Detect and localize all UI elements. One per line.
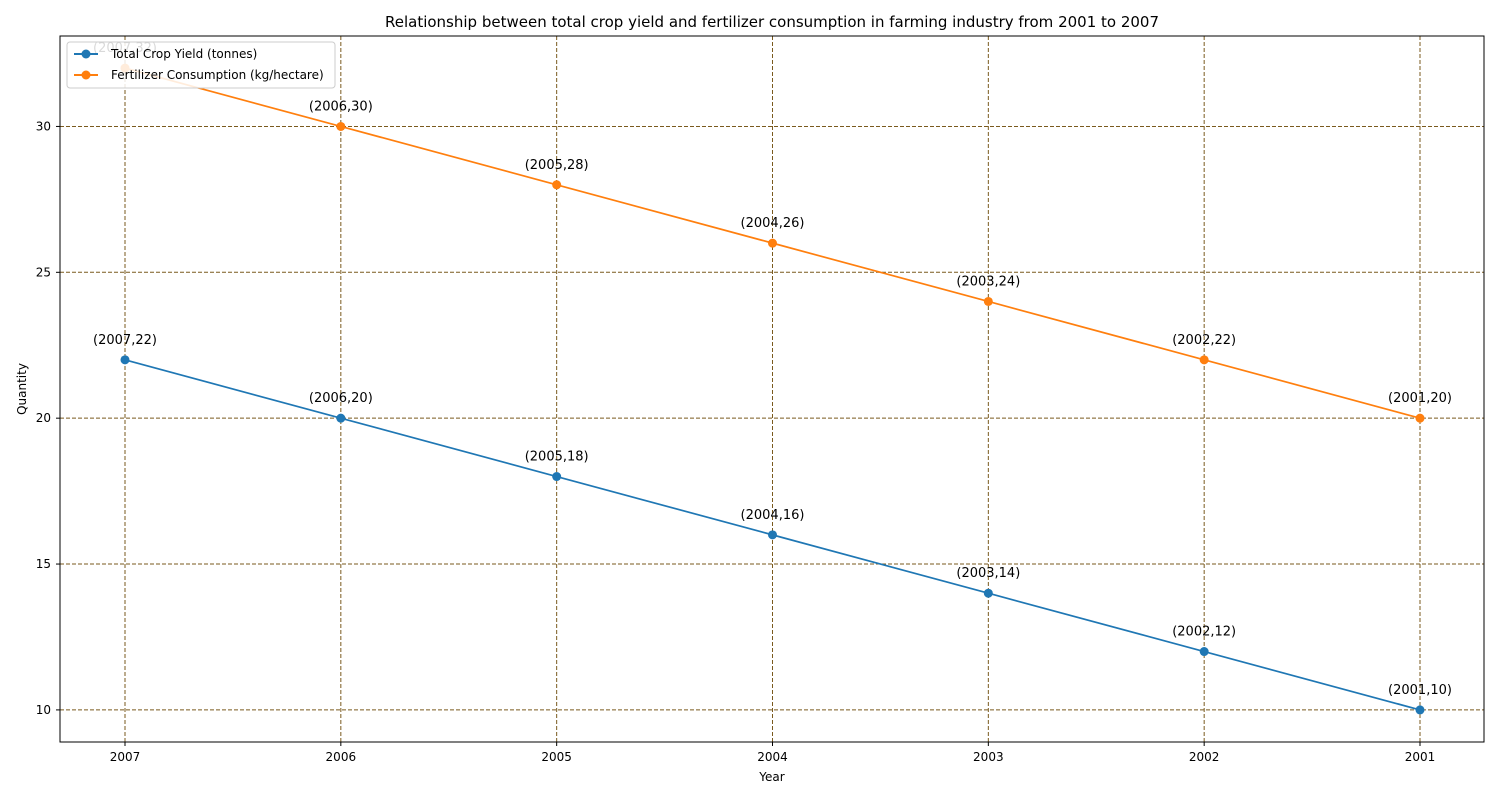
y-tick-label-20: 20: [36, 411, 51, 425]
x-tick-label-2004: 2004: [757, 750, 788, 764]
grid-lines: [60, 36, 1484, 742]
chart-title: Relationship between total crop yield an…: [385, 13, 1159, 31]
data-label-0-2001: (2001,10): [1388, 683, 1452, 698]
legend-box: [66, 41, 336, 89]
data-label-1-2006: (2006,30): [309, 99, 373, 114]
data-label-0-2003: (2003,14): [956, 566, 1020, 581]
data-point-1-2005: [552, 180, 562, 190]
data-label-1-2005: (2005,28): [525, 158, 589, 173]
data-label-0-2004: (2004,16): [741, 508, 805, 523]
y-tick-label-15: 15: [36, 557, 51, 571]
x-tick-label-2005: 2005: [541, 750, 572, 764]
x-tick-label-2007: 2007: [110, 750, 141, 764]
x-axis-label: Year: [758, 770, 784, 784]
legend-marker-fertilizer: [81, 70, 91, 80]
data-point-0-2003: [983, 588, 993, 598]
data-label-1-2001: (2001,20): [1388, 391, 1452, 406]
x-tick-label-2001: 2001: [1405, 750, 1436, 764]
y-tick-label-10: 10: [36, 703, 51, 717]
data-point-1-2003: [983, 296, 993, 306]
y-tick-label-25: 25: [36, 265, 51, 279]
data-point-1-2004: [768, 238, 777, 248]
x-tick-label-2002: 2002: [1189, 750, 1220, 764]
data-point-0-2001: [1415, 705, 1425, 715]
data-point-1-2001: [1415, 413, 1425, 423]
legend-entry-yield: Total Crop Yield (tonnes): [110, 47, 257, 61]
data-label-0-2007: (2007,22): [93, 333, 157, 348]
data-label-1-2004: (2004,26): [741, 216, 805, 231]
y-axis-ticks: 10 15 20 25 30: [36, 119, 60, 717]
data-label-1-2002: (2002,22): [1172, 333, 1236, 348]
data-point-1-2002: [1199, 355, 1209, 365]
series-layer: [120, 63, 1425, 715]
data-label-0-2002: (2002,12): [1172, 625, 1236, 640]
y-tick-label-30: 30: [36, 119, 51, 133]
data-point-1-2006: [336, 121, 346, 131]
legend-marker-yield: [81, 49, 91, 59]
x-tick-label-2003: 2003: [973, 750, 1004, 764]
data-label-1-2003: (2003,24): [956, 274, 1020, 289]
legend-entry-fertilizer: Fertilizer Consumption (kg/hectare): [111, 68, 324, 82]
data-point-0-2007: [120, 355, 130, 365]
data-point-0-2004: [768, 530, 777, 540]
data-point-0-2006: [336, 413, 346, 423]
x-tick-label-2006: 2006: [326, 750, 357, 764]
data-label-0-2006: (2006,20): [309, 391, 373, 406]
legend: Total Crop Yield (tonnes) Fertilizer Con…: [66, 41, 336, 89]
data-label-0-2005: (2005,18): [525, 450, 589, 465]
data-point-0-2005: [552, 472, 562, 482]
x-axis-ticks: 2007 2006 2005 2004 2003 2002 2001: [110, 742, 1436, 764]
y-axis-label: Quantity: [15, 363, 29, 415]
data-point-0-2002: [1199, 647, 1209, 657]
